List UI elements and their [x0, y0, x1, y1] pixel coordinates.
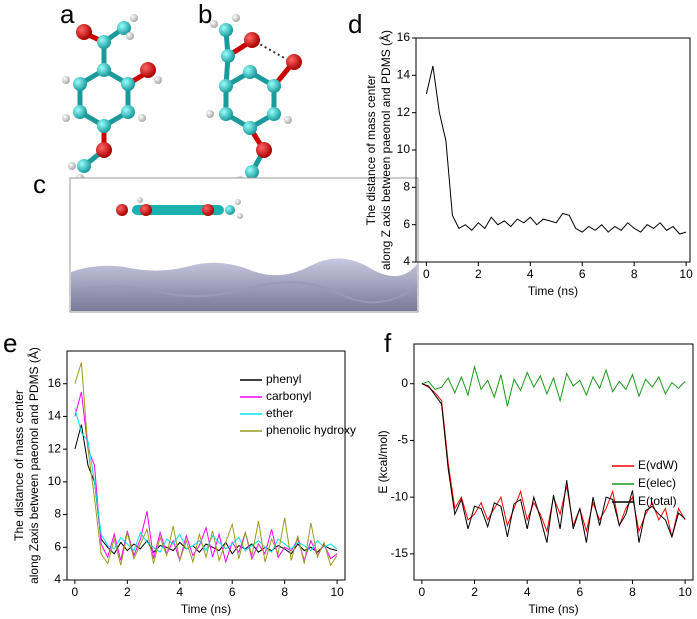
x-axis-title: Time (ns): [181, 602, 231, 616]
series-line: [421, 364, 686, 407]
y-tick-label: 8: [54, 507, 61, 521]
molecule-b: [206, 14, 302, 186]
x-tick-label: 4: [527, 267, 534, 281]
plot-frame: [66, 350, 346, 581]
y-tick-label: -15: [391, 546, 409, 560]
x-tick-label: 2: [124, 585, 131, 599]
y-axis-title: The distance of mass center: [12, 390, 26, 541]
panel-label: d: [348, 9, 362, 39]
legend-label: E(total): [638, 494, 677, 508]
y-tick-label: 10: [397, 142, 411, 156]
panel-label: a: [60, 0, 75, 29]
x-tick-label: 10: [678, 585, 692, 599]
y-tick-label: 4: [54, 572, 61, 586]
x-tick-label: 8: [629, 585, 636, 599]
x-tick-label: 0: [423, 267, 430, 281]
legend-label: phenolic hydroxy: [266, 423, 356, 437]
y-axis-title: along Z axis between paeonol and PDMS (Å…: [378, 30, 393, 270]
y-tick-label: 14: [397, 68, 411, 82]
x-axis-title: Time (ns): [528, 284, 578, 298]
x-tick-label: 6: [576, 585, 583, 599]
x-tick-label: 10: [679, 267, 693, 281]
x-tick-label: 10: [330, 585, 344, 599]
y-tick-label: -5: [397, 433, 408, 447]
y-tick-label: 10: [48, 474, 62, 488]
y-tick-label: -10: [391, 489, 409, 503]
y-tick-label: 16: [48, 376, 62, 390]
series-line: [425, 65, 687, 235]
legend-label: E(elec): [638, 476, 676, 490]
legend-label: E(vdW): [638, 458, 678, 472]
plot-frame: [415, 37, 691, 263]
x-axis-title: Time (ns): [528, 602, 578, 616]
y-tick-label: 12: [397, 105, 411, 119]
legend-label: ether: [266, 406, 293, 420]
series-line: [74, 408, 338, 553]
x-tick-label: 8: [281, 585, 288, 599]
x-tick-label: 4: [176, 585, 183, 599]
y-tick-label: 16: [397, 30, 411, 44]
x-tick-label: 6: [229, 585, 236, 599]
x-tick-label: 8: [631, 267, 638, 281]
plot-frame: [413, 343, 694, 581]
series-line: [421, 383, 686, 543]
panel-label: e: [3, 328, 17, 358]
series-line: [74, 362, 338, 567]
y-axis-title: The distance of mass center: [364, 75, 378, 226]
panel-label: b: [198, 0, 212, 29]
panel-label: c: [33, 169, 46, 199]
y-tick-label: 6: [54, 539, 61, 553]
y-axis-title: E (kcal/mol): [376, 430, 390, 493]
x-tick-label: 0: [72, 585, 79, 599]
y-tick-label: 12: [48, 441, 62, 455]
panel-label: f: [384, 328, 392, 358]
legend-label: carbonyl: [266, 389, 311, 403]
y-axis-title: along Zaxis between paeonol and PDMS (Å): [26, 347, 41, 584]
legend-label: phenyl: [266, 372, 301, 386]
y-tick-label: 14: [48, 409, 62, 423]
y-tick-label: 6: [403, 217, 410, 231]
y-tick-label: 4: [403, 254, 410, 268]
x-tick-label: 6: [579, 267, 586, 281]
x-tick-label: 2: [475, 267, 482, 281]
molecule-a: [62, 14, 162, 182]
x-tick-label: 2: [471, 585, 478, 599]
x-tick-label: 0: [419, 585, 426, 599]
y-tick-label: 0: [401, 376, 408, 390]
y-tick-label: 8: [403, 180, 410, 194]
slab-view: [69, 177, 419, 313]
x-tick-label: 4: [524, 585, 531, 599]
